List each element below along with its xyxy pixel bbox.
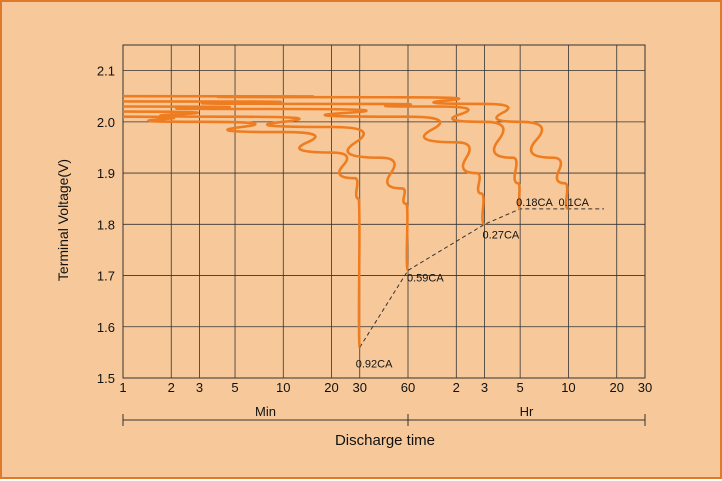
series-line-0_27CA [122, 105, 486, 226]
y-tick-label: 2.1 [97, 64, 115, 79]
grid [122, 44, 646, 379]
series-group: 0.92CA 0.59CA 0.27CA 0.18CA 0.1CA [122, 94, 590, 370]
series-label: 0.27CA [483, 229, 520, 241]
y-axis-label: Terminal Voltage(V) [55, 159, 71, 281]
x-tick-label: 3 [196, 380, 203, 395]
y-axis-ticks: 1.5 1.6 1.7 1.8 1.9 2.0 2.1 [97, 64, 115, 386]
series-line-0_92CA [122, 115, 362, 349]
series-label: 0.1CA [558, 197, 589, 209]
x-tick-label: 2 [168, 380, 175, 395]
x-axis-label: Discharge time [335, 432, 435, 449]
x-tick-label: 1 [119, 380, 126, 395]
plot-border [122, 44, 646, 379]
series-label: 0.18CA [516, 197, 553, 209]
y-tick-label: 1.8 [97, 217, 115, 232]
series-label: 0.92CA [356, 358, 393, 370]
series-line-0_59CA [122, 110, 410, 272]
cutoff-line [359, 208, 604, 348]
series-line-0_18CA [122, 100, 521, 211]
segment-label: Hr [520, 404, 534, 419]
y-tick-label: 1.7 [97, 269, 115, 284]
x-tick-label: 2 [453, 380, 460, 395]
x-tick-label: 60 [401, 380, 415, 395]
x-tick-label: 10 [276, 380, 290, 395]
y-tick-label: 1.6 [97, 320, 115, 335]
y-tick-label: 2.0 [97, 115, 115, 130]
x-tick-label: 5 [517, 380, 524, 395]
x-segments: Min Hr [122, 404, 646, 426]
y-tick-label: 1.5 [97, 371, 115, 386]
x-tick-label: 30 [353, 380, 367, 395]
x-tick-label: 20 [610, 380, 624, 395]
x-tick-label: 10 [561, 380, 575, 395]
segment-label: Min [255, 404, 276, 419]
y-tick-label: 1.9 [97, 166, 115, 181]
x-tick-label: 20 [324, 380, 338, 395]
series-line-0_1CA [122, 94, 569, 211]
x-tick-label: 30 [638, 380, 652, 395]
series-label: 0.59CA [407, 272, 444, 284]
x-tick-label: 5 [231, 380, 238, 395]
cutoff-line-group [359, 208, 604, 348]
x-axis-ticks: 1 2 3 5 10 20 30 60 2 3 5 10 20 30 [119, 380, 652, 395]
x-tick-label: 3 [481, 380, 488, 395]
